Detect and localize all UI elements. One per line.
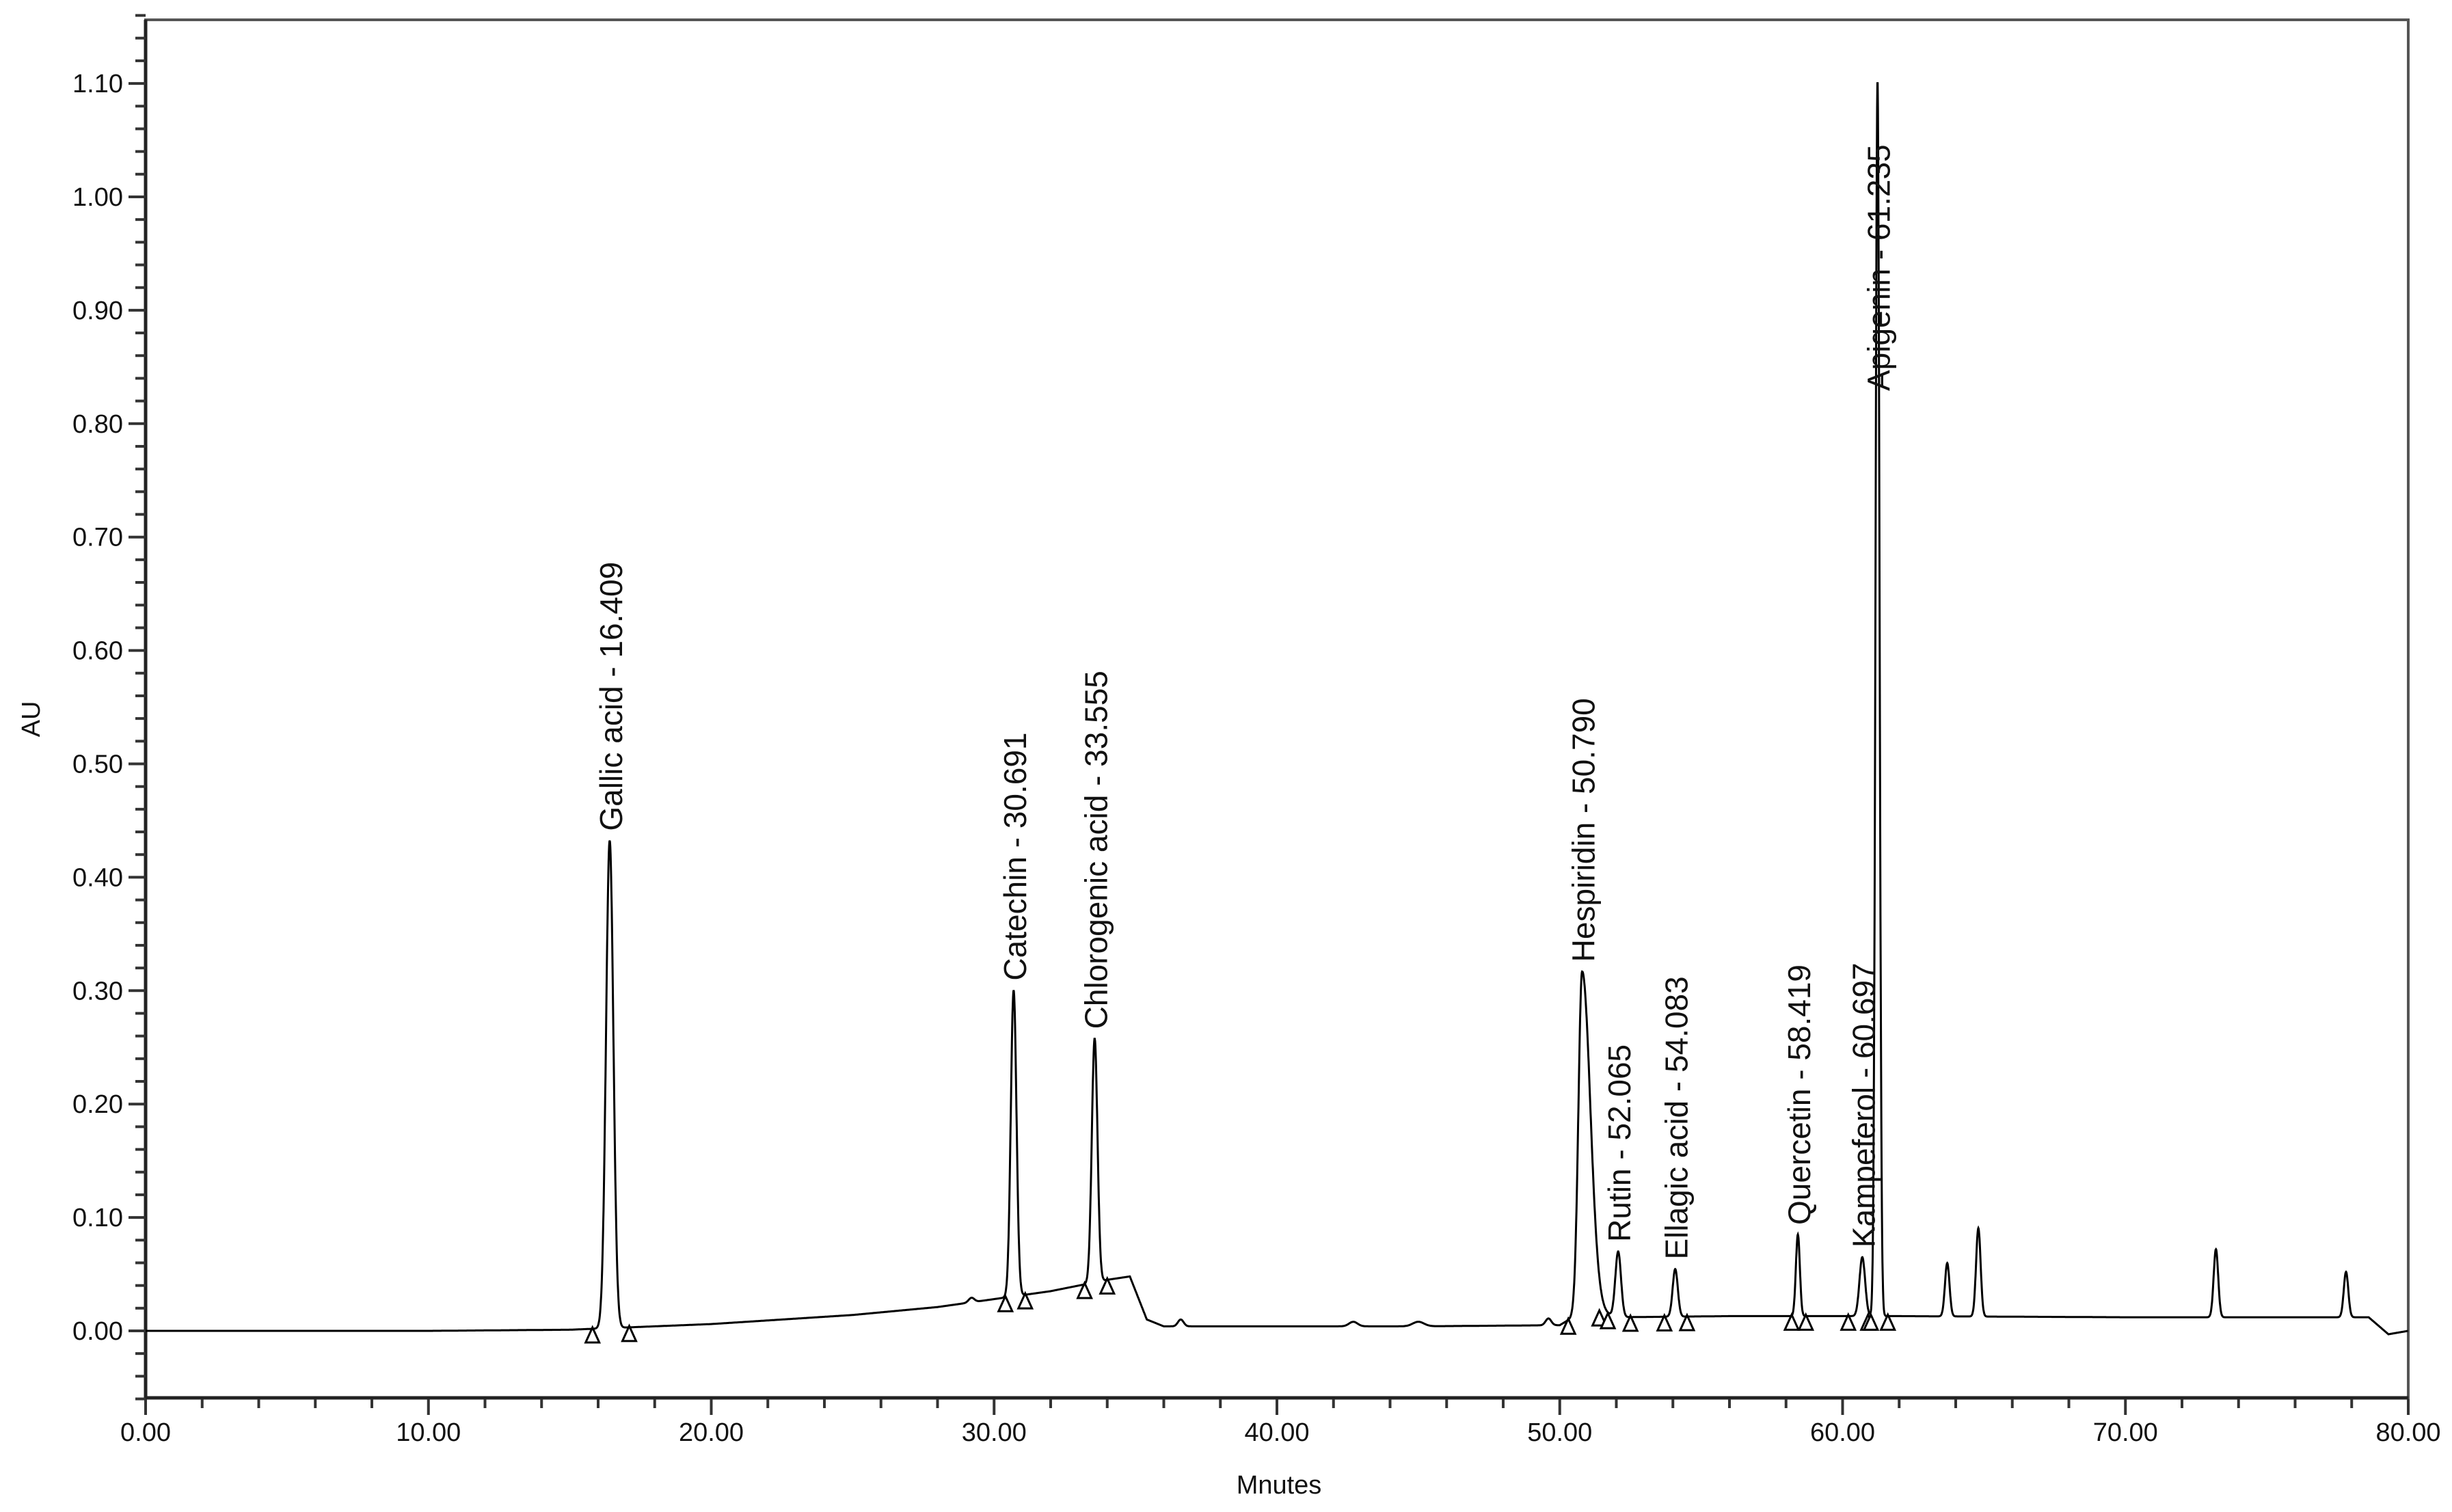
x-tick-label: 0.00 bbox=[120, 1418, 171, 1447]
peak-label: Chlorogenic acid - 33.555 bbox=[1078, 671, 1114, 1029]
peak-label: Catechin - 30.691 bbox=[997, 732, 1033, 980]
y-axis-label: AU bbox=[17, 701, 46, 738]
peak-label: Kampeferol - 60.697 bbox=[1846, 962, 1881, 1247]
y-tick-label: 0.90 bbox=[72, 297, 123, 325]
integration-marker bbox=[1879, 1312, 1897, 1331]
x-tick-label: 80.00 bbox=[2375, 1418, 2440, 1447]
integration-marker bbox=[1783, 1312, 1801, 1331]
y-tick-label: 0.40 bbox=[72, 863, 123, 892]
x-tick-label: 30.00 bbox=[962, 1418, 1027, 1447]
peak-label: Hespiridin - 50.790 bbox=[1565, 698, 1601, 962]
integration-marker bbox=[1599, 1310, 1617, 1329]
integration-marker bbox=[1559, 1316, 1577, 1335]
y-tick-label: 0.70 bbox=[72, 524, 123, 552]
peak-label: Ellagic acid - 54.083 bbox=[1659, 976, 1695, 1259]
integration-marker bbox=[1862, 1312, 1880, 1331]
y-tick-label: 1.00 bbox=[72, 183, 123, 212]
integration-marker bbox=[1678, 1312, 1696, 1332]
integration-marker bbox=[1621, 1313, 1639, 1332]
x-tick-label: 60.00 bbox=[1810, 1418, 1875, 1447]
x-tick-label: 50.00 bbox=[1527, 1418, 1592, 1447]
chromatogram-trace bbox=[146, 82, 2408, 1336]
integration-marker bbox=[621, 1323, 638, 1342]
y-tick-label: 0.10 bbox=[72, 1204, 123, 1232]
peak-label: Gallic acid - 16.409 bbox=[593, 562, 629, 831]
integration-marker bbox=[584, 1325, 602, 1344]
y-tick-label: 0.50 bbox=[72, 751, 123, 779]
x-tick-label: 40.00 bbox=[1244, 1418, 1309, 1447]
peak-label: Rutin - 52.065 bbox=[1602, 1044, 1637, 1242]
integration-marker bbox=[1591, 1308, 1608, 1327]
integration-marker bbox=[1099, 1275, 1116, 1295]
peak-label: Apigenin - 61.235 bbox=[1861, 144, 1897, 391]
y-tick-label: 0.30 bbox=[72, 977, 123, 1005]
x-tick-label: 70.00 bbox=[2093, 1418, 2158, 1447]
integration-marker bbox=[1656, 1312, 1673, 1332]
peak-label: Quercetin - 58.419 bbox=[1781, 964, 1817, 1225]
y-tick-label: 0.60 bbox=[72, 637, 123, 666]
y-tick-label: 1.10 bbox=[72, 70, 123, 98]
integration-marker bbox=[1016, 1291, 1034, 1310]
integration-marker bbox=[1840, 1312, 1857, 1331]
x-tick-label: 20.00 bbox=[679, 1418, 744, 1447]
plot-frame bbox=[144, 18, 2410, 1399]
integration-marker bbox=[1797, 1312, 1815, 1331]
integration-marker bbox=[997, 1293, 1014, 1312]
y-tick-label: 0.20 bbox=[72, 1090, 123, 1119]
x-axis-label: Mnutes bbox=[1237, 1471, 1322, 1500]
y-tick-label: 0.80 bbox=[72, 410, 123, 439]
integration-marker bbox=[1076, 1280, 1093, 1299]
x-tick-label: 10.00 bbox=[396, 1418, 461, 1447]
y-tick-label: 0.00 bbox=[72, 1317, 123, 1346]
